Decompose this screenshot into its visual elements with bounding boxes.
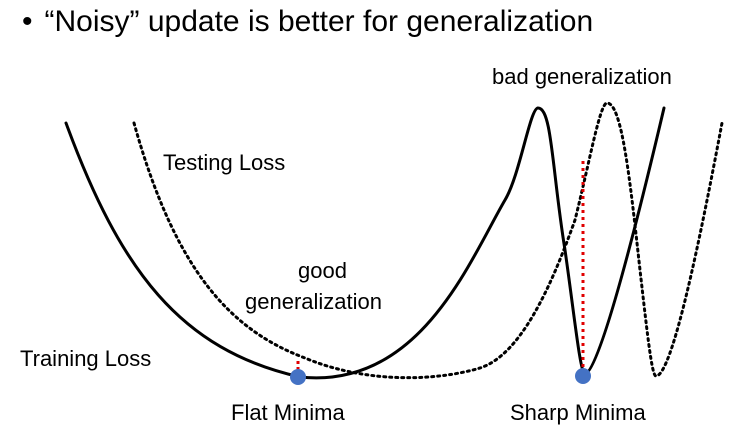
sharp-minima-dot (575, 368, 591, 384)
flat-minima-dot (290, 369, 306, 385)
sharp-minima-label: Sharp Minima (510, 400, 646, 425)
training-loss-curve (64, 106, 666, 380)
bullet-heading: • “Noisy” update is better for generaliza… (22, 4, 593, 40)
bad-generalization-label: bad generalization (492, 64, 672, 89)
training-loss-label: Training Loss (20, 346, 151, 371)
testing-loss-curve (132, 101, 724, 380)
testing-loss-label: Testing Loss (163, 150, 285, 175)
heading-text: “Noisy” update is better for generalizat… (44, 5, 594, 38)
bullet-icon: • (22, 5, 33, 38)
generalization-label: generalization (245, 289, 382, 314)
flat-minima-label: Flat Minima (231, 400, 345, 425)
good-label: good (298, 258, 347, 283)
